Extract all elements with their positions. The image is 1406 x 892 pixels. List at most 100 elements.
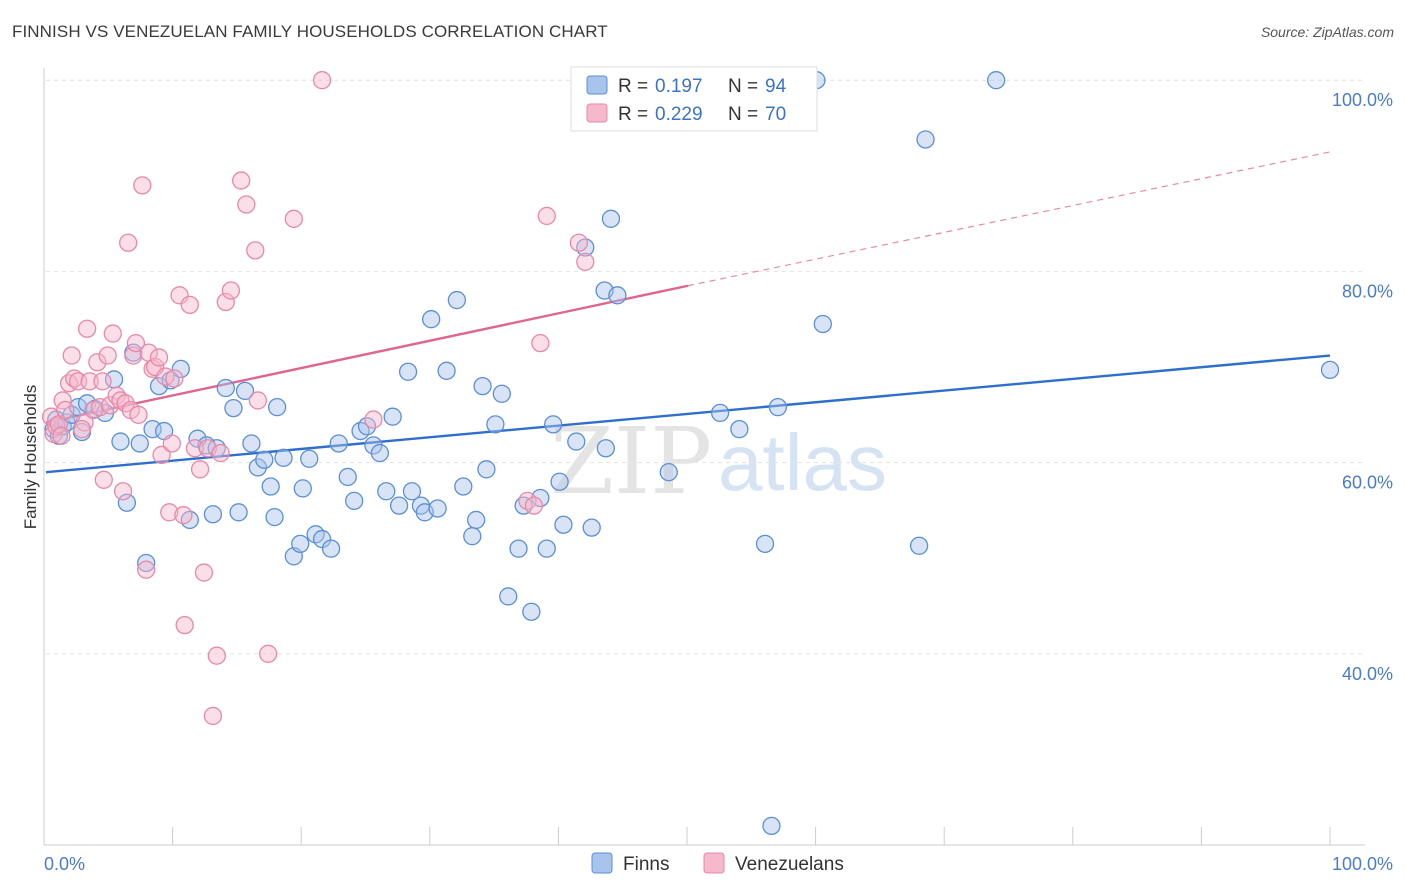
finns-point xyxy=(596,439,615,458)
legend-swatch-finns xyxy=(586,75,608,95)
legend-r-value-finns: 0.197 xyxy=(655,76,703,97)
venezuelans-point xyxy=(174,506,193,525)
y-axis-title: Family Households xyxy=(21,385,40,530)
legend-swatch-venezuelans xyxy=(586,103,608,123)
finns-point xyxy=(537,539,556,558)
watermark: ZIP atlas xyxy=(550,408,887,515)
finns-point xyxy=(447,290,467,310)
watermark-atlas: atlas xyxy=(718,418,887,507)
finns-point xyxy=(582,518,601,537)
venezuelans-point xyxy=(156,367,175,386)
venezuelans-point xyxy=(216,292,235,312)
finns-point xyxy=(466,510,486,530)
venezuelans-point xyxy=(232,171,251,190)
y-tick-label-100: 100.0% xyxy=(1332,90,1393,110)
finns-point xyxy=(149,376,169,396)
bottom-legend-label-venezuelans[interactable]: Venezuelans xyxy=(735,854,844,875)
venezuelans-point xyxy=(246,241,265,260)
finns-point xyxy=(730,419,749,439)
legend-n-value-venezuelans: 70 xyxy=(765,104,786,125)
x-tick-label-max: 100.0% xyxy=(1332,854,1393,874)
x-tick-labels: 0.0% 100.0% xyxy=(44,854,1393,874)
venezuelans-point xyxy=(72,419,92,439)
bottom-legend[interactable]: Finns Venezuelans xyxy=(591,852,844,875)
venezuelans-point xyxy=(62,346,81,365)
finns-point xyxy=(235,381,255,401)
venezuelans-point xyxy=(203,706,223,726)
source-label: Source: ZipAtlas.com xyxy=(1260,24,1394,40)
venezuelans-point xyxy=(207,646,226,665)
finns-point xyxy=(389,496,409,515)
legend-n-label-venezuelans: N = xyxy=(728,104,758,125)
finns-point xyxy=(402,482,422,501)
venezuelans-point xyxy=(103,324,122,343)
finns-point xyxy=(437,361,456,380)
finns-point xyxy=(261,477,280,496)
venezuelans-point xyxy=(77,319,97,338)
finns-point xyxy=(550,472,569,491)
venezuelans-point xyxy=(129,405,148,424)
venezuelans-point xyxy=(248,391,268,410)
trend-line-venezuelans xyxy=(45,284,689,424)
finns-point xyxy=(768,398,788,417)
finns-point xyxy=(601,209,621,228)
finns-point xyxy=(522,602,541,621)
venezuelans-point xyxy=(162,434,181,453)
finns-point xyxy=(291,534,310,554)
finns-point xyxy=(242,434,261,453)
bottom-legend-label-finns[interactable]: Finns xyxy=(623,854,669,875)
finns-point xyxy=(137,553,156,573)
venezuelans-point xyxy=(160,503,179,522)
venezuelans-point xyxy=(137,560,156,579)
y-tick-labels: 40.0% 60.0% 80.0% 100.0% xyxy=(1332,90,1393,684)
finns-point xyxy=(486,415,505,434)
chart-title: FINNISH VS VENEZUELAN FAMILY HOUSEHOLDS … xyxy=(12,22,608,41)
axes xyxy=(43,68,1365,846)
finns-point xyxy=(111,432,130,451)
venezuelans-point xyxy=(569,233,589,252)
finns-point xyxy=(130,434,149,453)
finns-point xyxy=(499,587,518,606)
finns-point xyxy=(454,477,473,496)
venezuelans-point xyxy=(113,482,133,501)
finns-point xyxy=(216,378,235,398)
venezuelans-point xyxy=(531,333,550,353)
finns-point xyxy=(755,534,775,554)
venezuelans-point xyxy=(149,348,169,367)
trend-line-venezuelans-extrapolated xyxy=(687,151,1331,287)
finns-point xyxy=(321,539,341,558)
finns-point xyxy=(1320,360,1340,380)
venezuelans-point xyxy=(185,439,205,458)
finns-point xyxy=(171,359,190,379)
venezuelans-point xyxy=(180,295,199,315)
grid-lines xyxy=(46,79,1365,655)
venezuelans-point xyxy=(133,176,152,195)
legend[interactable]: R = 0.197 N = 94 R = 0.229 N = 70 xyxy=(570,66,818,132)
finns-point xyxy=(338,467,357,487)
venezuelans-point xyxy=(221,281,241,300)
finns-point xyxy=(329,434,348,453)
venezuelans-point xyxy=(126,333,146,353)
finns-point xyxy=(916,130,935,149)
finns-point xyxy=(370,443,389,463)
finns-point xyxy=(554,515,573,534)
venezuelans-point xyxy=(94,470,113,489)
y-tick-label-80: 80.0% xyxy=(1342,281,1393,301)
venezuelans-point xyxy=(52,426,71,445)
finns-point xyxy=(567,432,586,451)
venezuelans-point xyxy=(190,460,210,479)
y-tick-label-60: 60.0% xyxy=(1342,473,1393,493)
venezuelans-point xyxy=(211,443,230,463)
finns-point xyxy=(143,419,162,439)
bottom-legend-swatch-venezuelans xyxy=(703,852,725,874)
finns-point xyxy=(987,71,1006,90)
finns-point xyxy=(265,507,284,527)
finns-point xyxy=(255,450,274,469)
finns-point xyxy=(398,362,418,381)
finns-point xyxy=(492,384,511,403)
venezuelans-point xyxy=(101,396,120,415)
legend-box xyxy=(570,66,818,132)
venezuelans-point xyxy=(312,71,332,90)
venezuelans-point xyxy=(364,410,383,429)
